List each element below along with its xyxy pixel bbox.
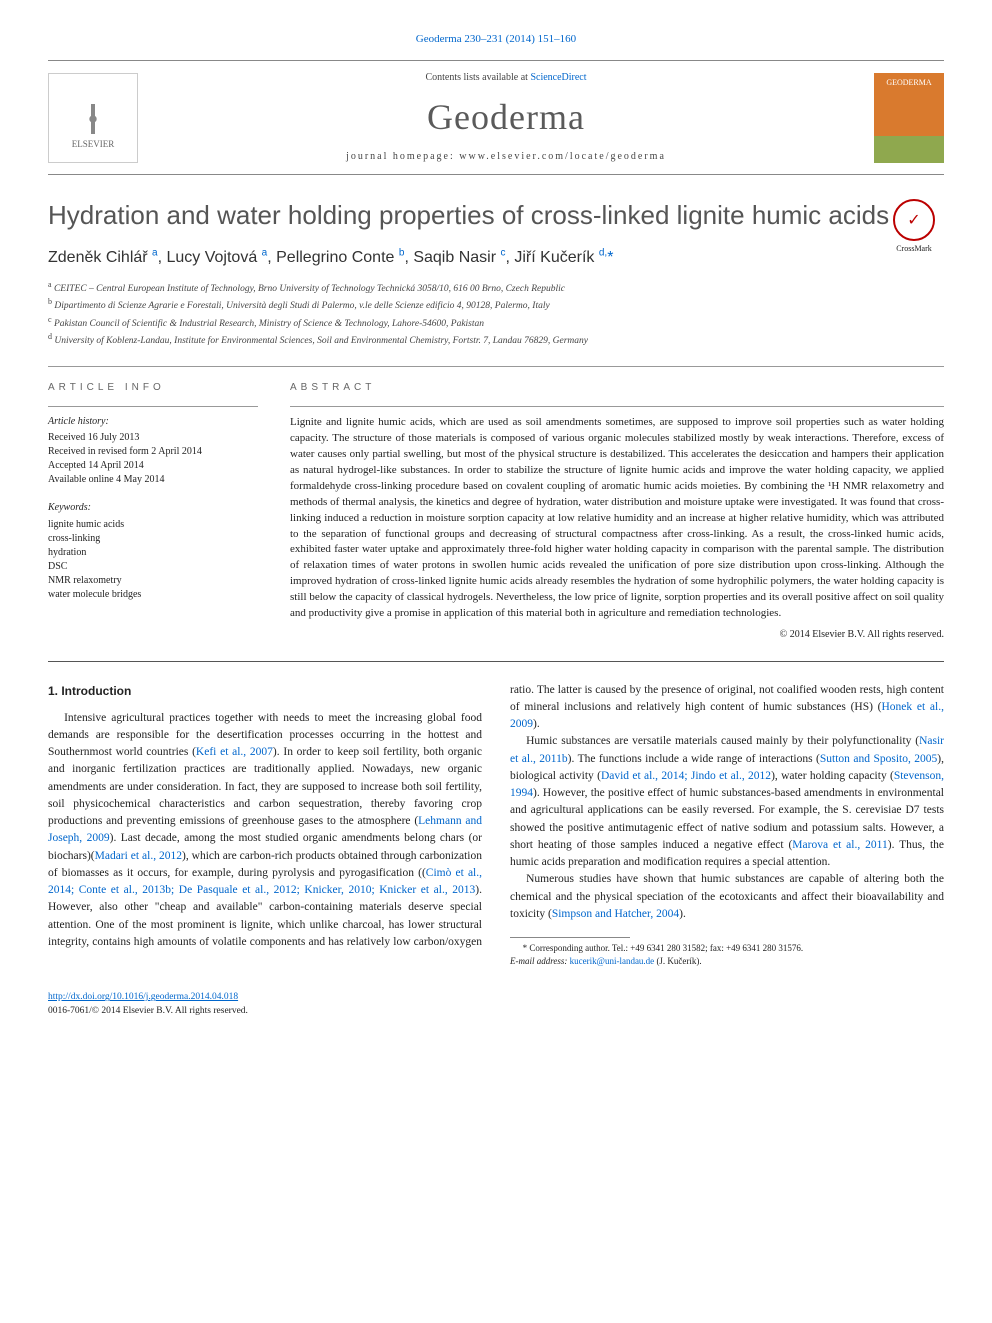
affiliation-line: b Dipartimento di Scienze Agrarie e Fore…	[48, 296, 944, 313]
abstract-copyright: © 2014 Elsevier B.V. All rights reserved…	[290, 628, 944, 643]
article-title: Hydration and water holding properties o…	[48, 199, 944, 232]
article-info-label: ARTICLE INFO	[48, 381, 258, 396]
rule-above-info	[48, 366, 944, 367]
journal-reference-line: Geoderma 230–231 (2014) 151–160	[48, 32, 944, 48]
elsevier-logo: ELSEVIER	[48, 73, 138, 163]
body-para-2: Humic substances are versatile materials…	[510, 733, 944, 871]
ref-sutton-2005[interactable]: Sutton and Sposito, 2005	[820, 753, 937, 765]
sciencedirect-link[interactable]: ScienceDirect	[530, 72, 586, 83]
journal-homepage: journal homepage: www.elsevier.com/locat…	[138, 150, 874, 165]
history-head: Article history:	[48, 415, 258, 430]
rule-abstract	[290, 406, 944, 407]
keyword-line: DSC	[48, 560, 258, 574]
elsevier-tree-icon	[68, 84, 118, 134]
crossmark-badge[interactable]: ✓ CrossMark	[884, 199, 944, 255]
article-info-column: ARTICLE INFO Article history: Received 1…	[48, 381, 258, 642]
journal-cover-thumbnail: GEODERMA	[874, 73, 944, 163]
ref-simpson-2004[interactable]: Simpson and Hatcher, 2004	[552, 908, 679, 920]
author-list: Zdeněk Cihlář a, Lucy Vojtová a, Pellegr…	[48, 246, 944, 269]
affiliation-line: c Pakistan Council of Scientific & Indus…	[48, 314, 944, 331]
header-center: Contents lists available at ScienceDirec…	[138, 71, 874, 164]
email-label: E-mail address:	[510, 956, 567, 966]
contents-line: Contents lists available at ScienceDirec…	[138, 71, 874, 86]
history-line: Received 16 July 2013	[48, 431, 258, 445]
contents-prefix: Contents lists available at	[425, 72, 530, 83]
history-line: Accepted 14 April 2014	[48, 459, 258, 473]
cover-label: GEODERMA	[886, 78, 931, 87]
history-lines: Received 16 July 2013Received in revised…	[48, 431, 258, 487]
keyword-line: NMR relaxometry	[48, 574, 258, 588]
ref-david-2014[interactable]: David et al., 2014; Jindo et al., 2012	[601, 770, 771, 782]
crossmark-icon: ✓	[893, 199, 935, 241]
ref-marova-2011[interactable]: Marova et al., 2011	[792, 839, 887, 851]
keyword-line: water molecule bridges	[48, 588, 258, 602]
affiliations-block: a CEITEC – Central European Institute of…	[48, 279, 944, 349]
rule-info	[48, 406, 258, 407]
corresponding-footnote: * Corresponding author. Tel.: +49 6341 2…	[510, 942, 944, 967]
history-line: Available online 4 May 2014	[48, 473, 258, 487]
abstract-label: ABSTRACT	[290, 381, 944, 396]
page-footer: http://dx.doi.org/10.1016/j.geoderma.201…	[48, 991, 944, 1019]
keywords-head: Keywords:	[48, 501, 258, 516]
footnote-rule	[510, 937, 630, 938]
keyword-line: lignite humic acids	[48, 518, 258, 532]
history-line: Received in revised form 2 April 2014	[48, 445, 258, 459]
keyword-lines: lignite humic acidscross-linkinghydratio…	[48, 518, 258, 602]
doi-link[interactable]: http://dx.doi.org/10.1016/j.geoderma.201…	[48, 992, 238, 1002]
title-block: ✓ CrossMark Hydration and water holding …	[48, 199, 944, 232]
corr-text: * Corresponding author. Tel.: +49 6341 2…	[523, 943, 804, 953]
ref-madari-2012[interactable]: Madari et al., 2012	[95, 850, 182, 862]
abstract-text: Lignite and lignite humic acids, which a…	[290, 415, 944, 622]
issn-copyright: 0016-7061/© 2014 Elsevier B.V. All right…	[48, 1006, 248, 1016]
body-para-3: Numerous studies have shown that humic s…	[510, 871, 944, 923]
info-abstract-row: ARTICLE INFO Article history: Received 1…	[48, 381, 944, 642]
affiliation-line: d University of Koblenz-Landau, Institut…	[48, 331, 944, 348]
rule-below-abstract	[48, 661, 944, 662]
publisher-name: ELSEVIER	[72, 138, 115, 151]
corr-email-link[interactable]: kucerik@uni-landau.de	[570, 956, 655, 966]
crossmark-label: CrossMark	[896, 244, 932, 253]
keyword-line: hydration	[48, 546, 258, 560]
section-heading-intro: 1. Introduction	[48, 682, 482, 700]
corr-name: (J. Kučerík).	[656, 956, 701, 966]
journal-reference: Geoderma 230–231 (2014) 151–160	[416, 33, 576, 45]
body-two-column: 1. Introduction Intensive agricultural p…	[48, 682, 944, 968]
keyword-line: cross-linking	[48, 532, 258, 546]
abstract-column: ABSTRACT Lignite and lignite humic acids…	[290, 381, 944, 642]
affiliation-line: a CEITEC – Central European Institute of…	[48, 279, 944, 296]
journal-title: Geoderma	[138, 91, 874, 143]
ref-kefi-2007[interactable]: Kefi et al., 2007	[196, 746, 273, 758]
journal-header-box: ELSEVIER Contents lists available at Sci…	[48, 60, 944, 175]
